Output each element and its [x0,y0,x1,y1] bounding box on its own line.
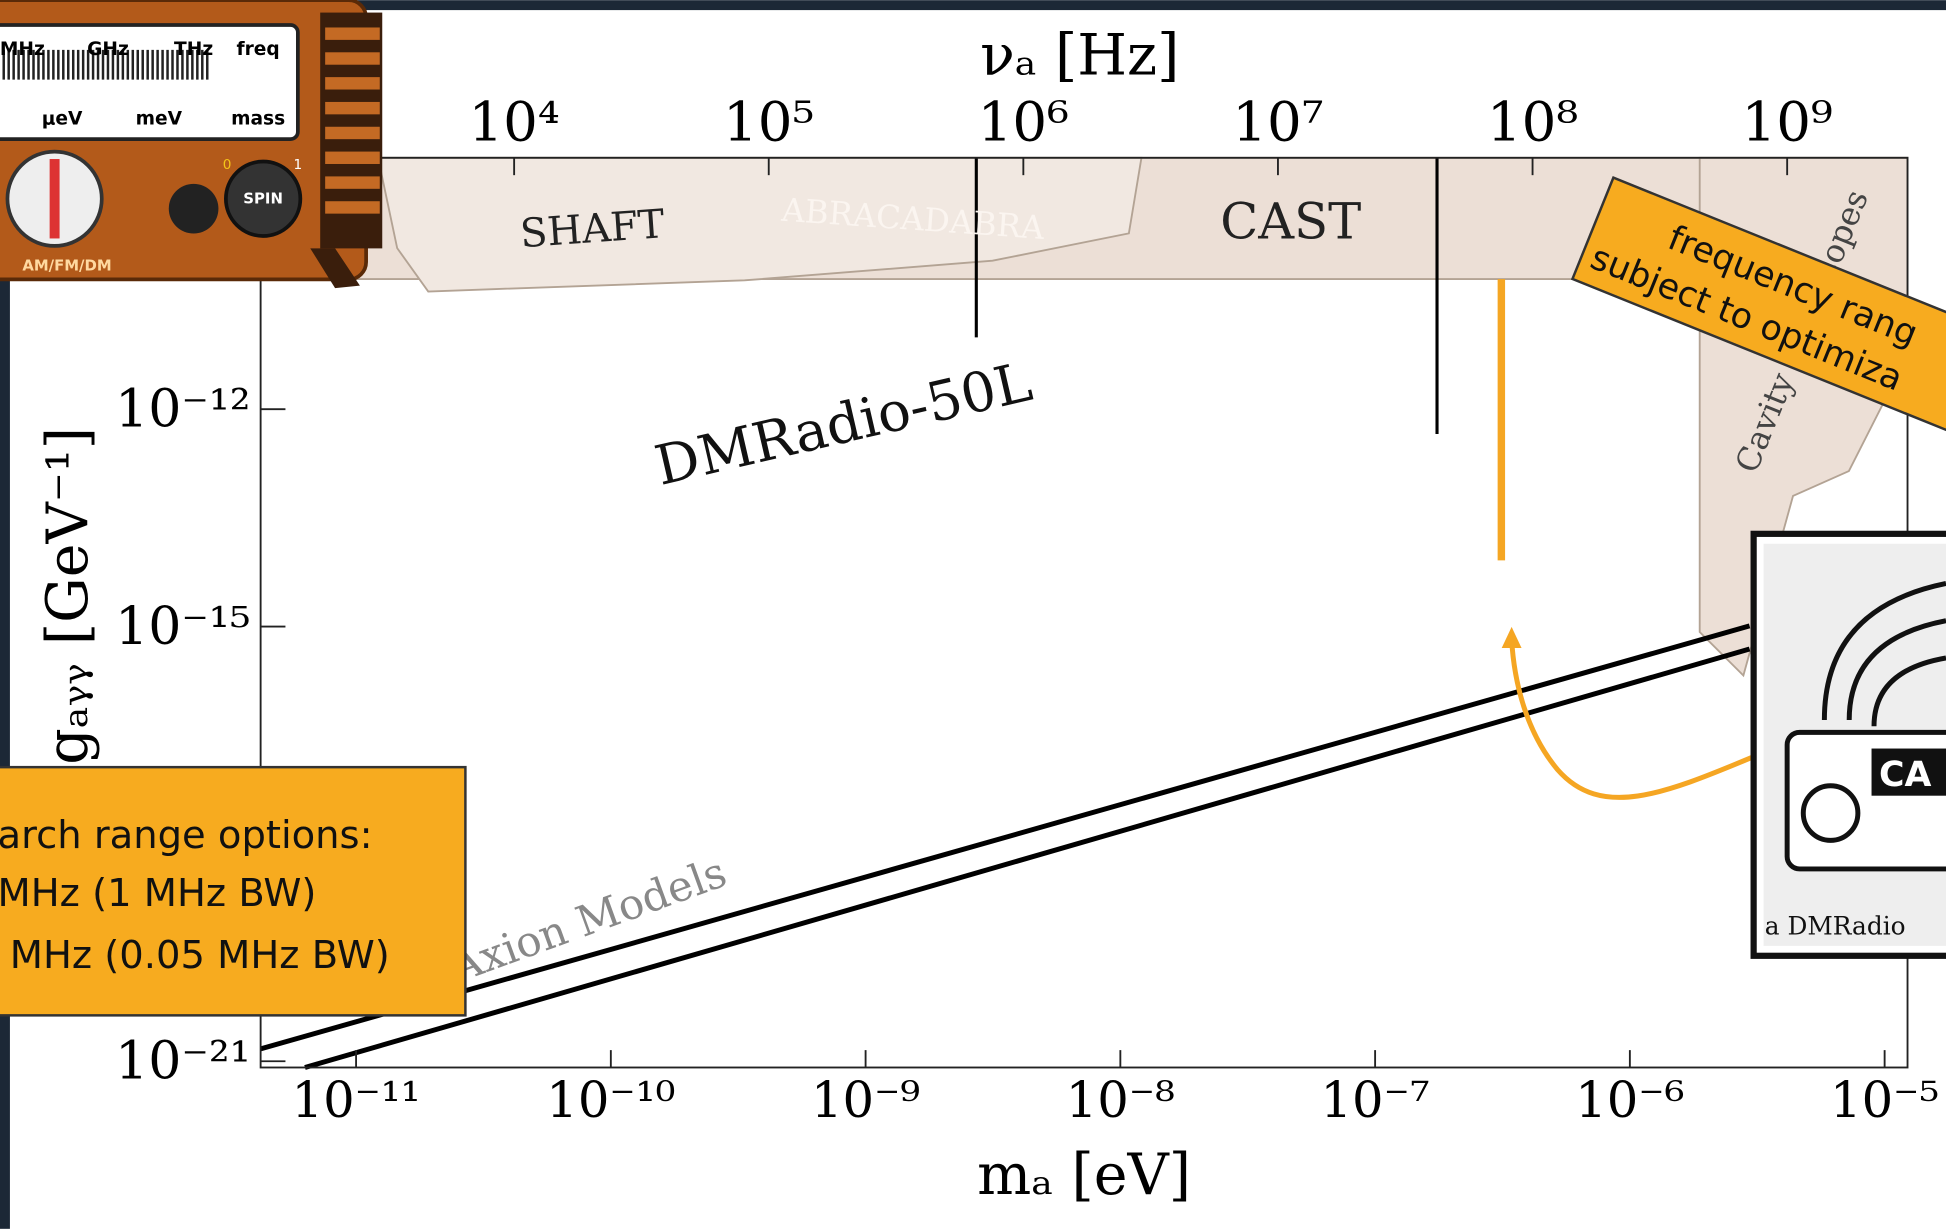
x2-axis-label: νₐ [Hz] [980,23,1179,89]
search-line: MHz (1 MHz BW) [0,871,316,916]
knob-low: 0 [223,157,232,173]
y-axis-label: gₐᵧᵧ [GeV⁻¹] [35,427,101,765]
freq-unit: MHz [0,39,45,60]
x2-tick-label: 10⁹ [1741,89,1832,153]
x-tick-label: 10⁻¹¹ [292,1071,421,1129]
search-line: MHz (0.05 MHz BW) [0,933,390,978]
mass-unit: meV [136,108,183,129]
x-axis-label: mₐ [eV] [977,1142,1191,1208]
tuner-needle [50,159,60,238]
spin-label: SPIN [243,190,283,208]
cartoon-caption: a DMRadio [1765,912,1906,941]
radio-widget: MHz GHz THz freq μeV meV mass SPIN 0 1 A… [0,0,382,288]
knob-high: 1 [294,157,303,173]
volume-knob [169,184,219,234]
freq-unit: THz [174,39,213,60]
x-tick-label: 10⁻⁶ [1575,1071,1684,1129]
x2-tick-label: 10⁸ [1487,89,1578,153]
search-line: arch range options: [0,813,373,858]
x2-tick-label: 10⁶ [978,89,1069,153]
freq-unit: freq [237,39,280,60]
y-tick-label: 10⁻¹⁵ [115,597,251,657]
y-tick-label: 10⁻¹² [115,380,251,440]
freq-unit: GHz [87,39,129,60]
x-tick-label: 10⁻⁸ [1066,1071,1175,1129]
cartoon: CA a DMRadio [1754,534,1946,956]
mass-unit: μeV [42,108,83,129]
mass-unit: mass [231,108,285,129]
slide: 10⁻¹¹ 10⁻¹⁰ 10⁻⁹ 10⁻⁸ 10⁻⁷ 10⁻⁶ 10⁻⁵ 10⁴ 10⁵ 10⁶ 1… [0,0,1946,1229]
x-tick-label: 10⁻¹⁰ [546,1071,675,1129]
x-tick-label: 10⁻⁵ [1830,1071,1939,1129]
x-tick-label: 10⁻⁹ [811,1071,920,1129]
x2-tick-label: 10⁷ [1232,89,1323,153]
display-text: CA [1879,755,1932,795]
x-tick-label: 10⁻⁷ [1320,1071,1429,1129]
band-label: AM/FM/DM [22,257,111,275]
page: {"chart_data": { "type": "line", "xscale… [0,0,1946,1229]
x2-tick-label: 10⁴ [468,89,559,153]
x2-tick-label: 10⁵ [723,89,814,153]
region-label: CAST [1220,192,1361,250]
y-tick-label: 10⁻²¹ [115,1032,251,1092]
